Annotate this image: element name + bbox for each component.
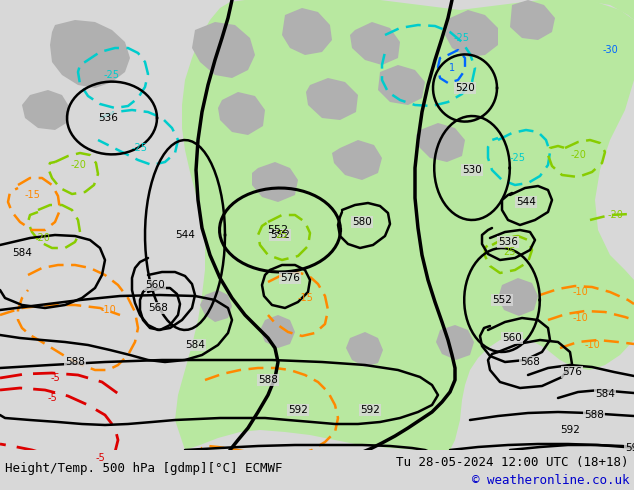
Text: 576: 576 [562,367,582,377]
Polygon shape [175,0,634,450]
Text: -20: -20 [34,233,50,243]
Text: 592: 592 [625,443,634,453]
Text: -25: -25 [104,70,120,80]
Text: 588: 588 [258,375,278,385]
Polygon shape [540,0,634,20]
Text: 536: 536 [98,113,118,123]
Polygon shape [510,0,555,40]
Text: 552: 552 [492,295,512,305]
Polygon shape [378,65,425,105]
Text: 552: 552 [268,225,288,235]
Text: 588: 588 [584,410,604,420]
Text: 25: 25 [504,247,516,257]
Text: 544: 544 [175,230,195,240]
Text: -10: -10 [584,340,600,350]
Text: 592: 592 [288,405,308,415]
Text: 560: 560 [502,333,522,343]
Text: 25: 25 [276,230,288,240]
Text: -25: -25 [454,33,470,43]
Text: 560: 560 [145,280,165,290]
Text: 576: 576 [280,273,300,283]
Polygon shape [332,140,382,180]
Text: -10: -10 [572,287,588,297]
Text: 568: 568 [148,303,168,313]
Polygon shape [260,315,295,348]
Text: 552: 552 [270,230,290,240]
Text: © weatheronline.co.uk: © weatheronline.co.uk [472,473,629,487]
Text: -20: -20 [570,150,586,160]
Text: Height/Temp. 500 hPa [gdmp][°C] ECMWF: Height/Temp. 500 hPa [gdmp][°C] ECMWF [5,462,283,474]
Polygon shape [50,20,130,88]
Text: -20: -20 [607,210,623,220]
Text: 584: 584 [12,248,32,258]
Polygon shape [306,78,358,120]
Polygon shape [346,332,383,367]
Text: -5: -5 [47,393,57,403]
Text: -15: -15 [297,293,313,303]
Polygon shape [498,278,538,316]
Text: 530: 530 [462,165,482,175]
Text: -5: -5 [50,373,60,383]
Polygon shape [445,10,498,57]
Text: 592: 592 [360,405,380,415]
Text: 536: 536 [498,237,518,247]
Text: 568: 568 [520,357,540,367]
Text: 580: 580 [352,217,372,227]
Text: -10: -10 [572,313,588,323]
Text: -10: -10 [100,305,116,315]
Text: 1: 1 [449,63,455,73]
Polygon shape [282,8,332,55]
Text: -25: -25 [510,153,526,163]
Text: 544: 544 [516,197,536,207]
Text: 584: 584 [595,389,615,399]
Polygon shape [192,22,255,78]
Text: 592: 592 [560,425,580,435]
Polygon shape [218,92,265,135]
Polygon shape [416,123,465,162]
Text: Tu 28-05-2024 12:00 UTC (18+18): Tu 28-05-2024 12:00 UTC (18+18) [396,456,629,468]
Text: -20: -20 [70,160,86,170]
Polygon shape [350,22,400,65]
Polygon shape [22,90,70,130]
Polygon shape [200,290,232,322]
Text: 584: 584 [185,340,205,350]
Text: 520: 520 [455,83,475,93]
Polygon shape [436,325,474,360]
Text: 588: 588 [65,357,85,367]
Text: -30: -30 [602,45,618,55]
Text: -5: -5 [95,453,105,463]
Text: -25: -25 [132,143,148,153]
Polygon shape [252,162,298,202]
Text: -15: -15 [24,190,40,200]
